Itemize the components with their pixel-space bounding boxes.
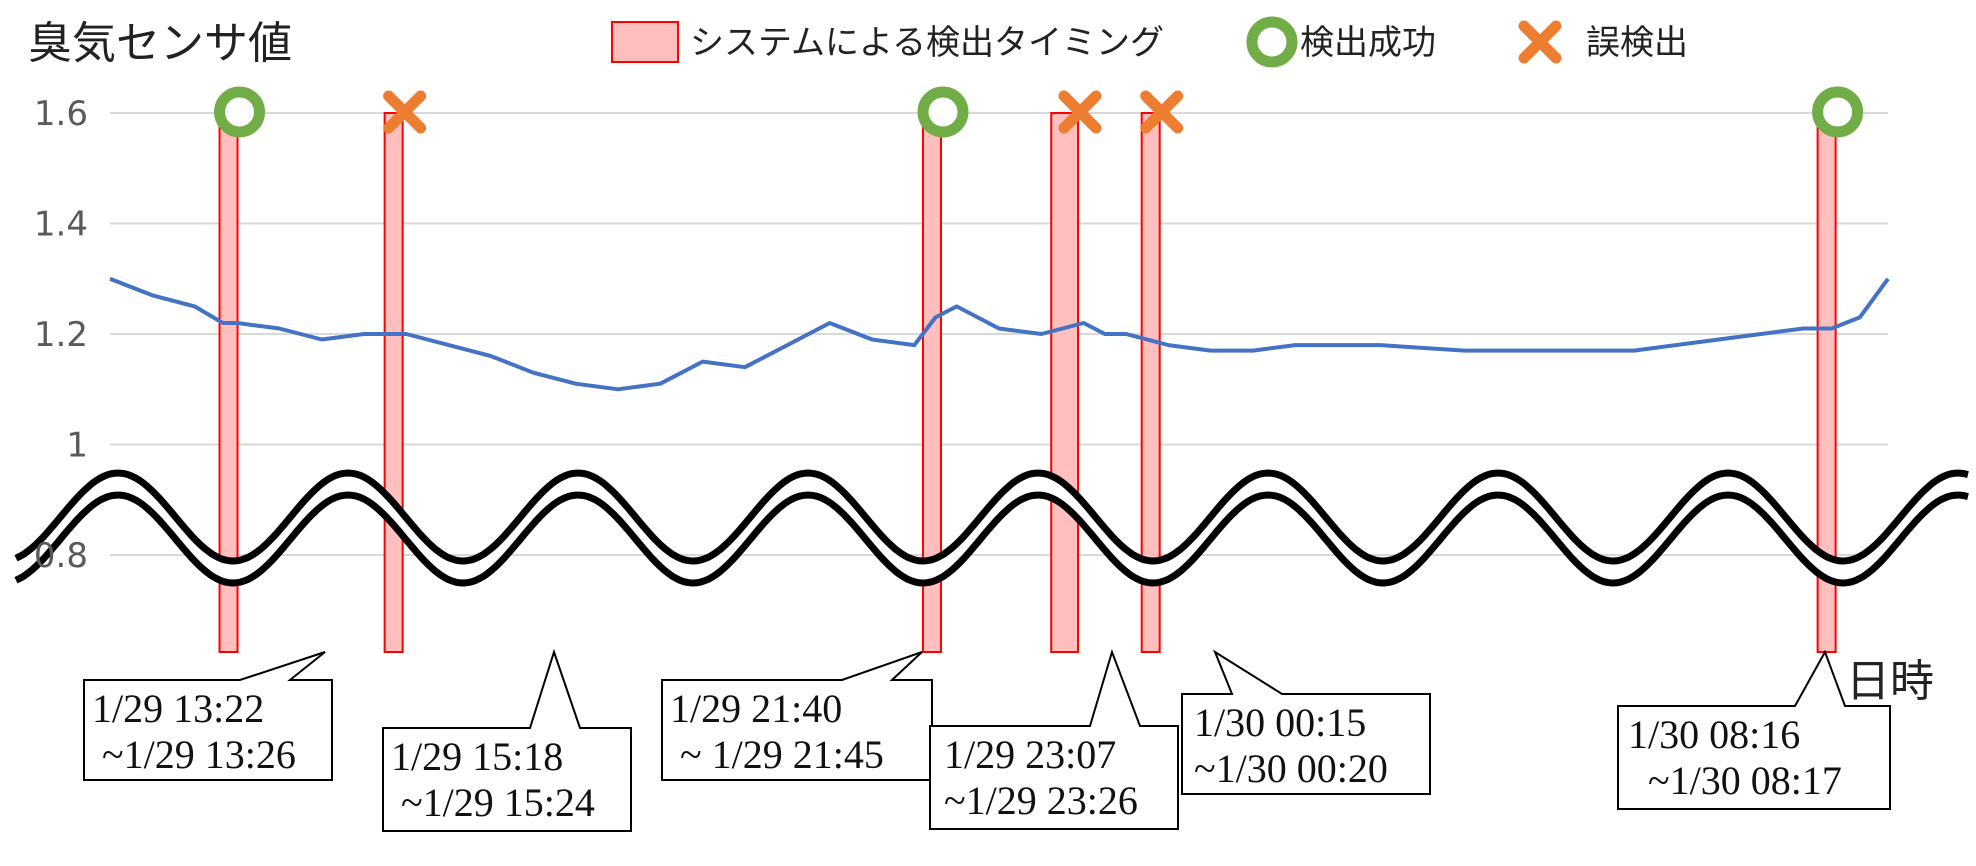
callout-line-1: 1/29 21:40	[670, 686, 842, 731]
y-tick-label: 0.8	[34, 536, 88, 576]
success-marker-icon	[917, 86, 969, 138]
legend-success-icon	[1246, 16, 1298, 68]
legend-false-icon	[1518, 20, 1562, 64]
series-lines	[109, 276, 1890, 392]
success-marker-icon	[1812, 86, 1864, 138]
false-detection-marker-icon	[1058, 90, 1102, 134]
callout-box	[1617, 649, 1891, 810]
detection-bands	[218, 112, 1837, 653]
callout-box	[1181, 649, 1431, 795]
series-line	[109, 276, 1890, 392]
callout-box	[382, 648, 632, 832]
legend-swatch-detection	[611, 21, 679, 63]
axis-break-line	[14, 491, 1969, 587]
callout-line-1: 1/29 15:18	[391, 734, 563, 779]
legend-label-success: 検出成功	[1300, 23, 1436, 63]
callout-line-1: 1/29 23:07	[944, 732, 1116, 777]
false-detection-marker-icon	[1140, 90, 1184, 134]
y-tick-label: 1.6	[34, 94, 88, 134]
detection-band	[383, 112, 404, 653]
y-tick-label: 1	[66, 426, 88, 466]
legend-label-false: 誤検出	[1586, 23, 1688, 63]
callout-line-2: ~1/29 23:26	[944, 778, 1138, 823]
success-marker-icon	[214, 86, 266, 138]
callout-line-2: ~1/30 00:20	[1194, 746, 1388, 791]
axis-break-wave	[14, 469, 1969, 587]
callout-line-2: ~1/29 15:24	[391, 780, 595, 825]
legend-label-detection: システムによる検出タイミング	[690, 23, 1164, 63]
y-tick-label: 1.4	[34, 205, 88, 245]
callout-line-1: 1/29 13:22	[92, 686, 264, 731]
detection-markers	[214, 86, 1864, 138]
callout-line-1: 1/30 00:15	[1194, 700, 1366, 745]
detection-callouts: 1/29 13:22 ~1/29 13:26 1/29 15:18 ~1/29 1…	[83, 648, 1891, 832]
callout-line-1: 1/30 08:16	[1628, 712, 1800, 757]
callout-box	[929, 648, 1179, 830]
callout-box	[661, 651, 933, 781]
detection-band	[1050, 112, 1080, 653]
y-tick-label: 1.2	[34, 315, 88, 355]
chart-title: 臭気センサ値	[28, 18, 292, 69]
callout-box	[83, 651, 333, 781]
callout-line-2: ~1/30 08:17	[1628, 758, 1842, 803]
y-tick-labels: 1.6 1.4 1.2 1 0.8	[34, 94, 88, 576]
callout-line-2: ~1/29 13:26	[92, 732, 296, 777]
callout-line-2: ~ 1/29 21:45	[670, 732, 884, 777]
axis-break-line	[14, 469, 1969, 565]
false-detection-marker-icon	[383, 90, 427, 134]
x-axis-label: 日時	[1846, 656, 1934, 707]
detection-band	[1140, 112, 1161, 653]
legend: システムによる検出タイミング 検出成功 誤検出	[611, 16, 1688, 68]
